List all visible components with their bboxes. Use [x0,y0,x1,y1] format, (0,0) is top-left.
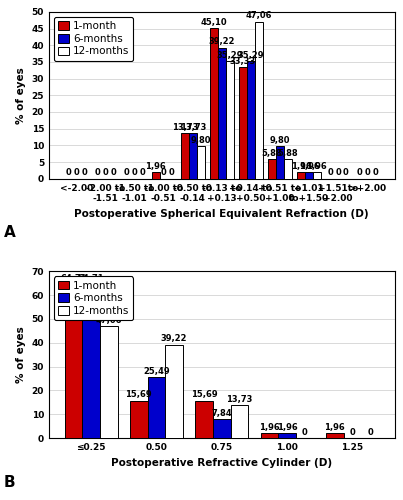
Text: 0: 0 [103,168,108,177]
Bar [189,133,197,179]
Bar [255,22,263,179]
Bar [130,401,147,438]
Text: 5,88: 5,88 [278,149,298,158]
Text: 45,10: 45,10 [201,18,227,27]
Y-axis label: % of eyes: % of eyes [16,67,26,124]
Bar [213,420,231,438]
Bar [181,133,189,179]
Text: 7,84: 7,84 [212,409,232,418]
Bar [268,159,276,179]
Legend: 1-month, 6-months, 12-months: 1-month, 6-months, 12-months [54,17,133,60]
Bar [64,284,82,438]
Text: 0: 0 [327,168,333,177]
Bar [147,378,165,438]
Text: 47,06: 47,06 [96,316,122,324]
Text: 35,29: 35,29 [238,50,264,59]
Text: 64,71: 64,71 [60,274,87,282]
X-axis label: Postoperative Spherical Equivalent Refraction (D): Postoperative Spherical Equivalent Refra… [75,208,369,218]
Text: 64,71: 64,71 [78,274,104,282]
Bar [239,68,247,179]
Bar [276,146,284,179]
Bar [297,172,305,179]
Text: 0: 0 [81,168,87,177]
Bar [313,172,321,179]
Text: 0: 0 [367,428,373,437]
X-axis label: Postoperative Refractive Cylinder (D): Postoperative Refractive Cylinder (D) [111,458,332,468]
Text: 13,73: 13,73 [226,395,253,404]
Text: 0: 0 [302,428,307,437]
Bar [152,172,160,179]
Text: 0: 0 [124,168,130,177]
Text: A: A [4,226,16,240]
Text: 39,22: 39,22 [161,334,187,344]
Text: 35,29: 35,29 [216,50,243,59]
Bar [226,61,234,179]
Text: 0: 0 [132,168,137,177]
Bar [195,401,213,438]
Text: B: B [4,475,16,490]
Bar [261,434,278,438]
Bar [82,284,100,438]
Bar [218,48,226,179]
Text: 0: 0 [66,168,71,177]
Text: 13,73: 13,73 [180,122,206,132]
Text: 0: 0 [74,168,79,177]
Text: 33,33: 33,33 [230,57,256,66]
Text: 15,69: 15,69 [191,390,218,400]
Text: 0: 0 [364,168,370,177]
Bar [247,61,255,179]
Bar [197,146,204,179]
Text: 0: 0 [356,168,362,177]
Text: 0: 0 [350,428,355,437]
Text: 1,96: 1,96 [299,162,320,171]
Text: 0: 0 [335,168,341,177]
Text: 0: 0 [161,168,166,177]
Text: 1,96: 1,96 [145,162,166,171]
Text: 1,96: 1,96 [307,162,327,171]
Bar [100,326,118,438]
Bar [210,28,218,179]
Text: 0: 0 [168,168,174,177]
Text: 0: 0 [110,168,116,177]
Bar [305,172,313,179]
Legend: 1-month, 6-months, 12-months: 1-month, 6-months, 12-months [54,276,133,320]
Text: 0: 0 [372,168,378,177]
Text: 0: 0 [343,168,349,177]
Text: 9,80: 9,80 [270,136,290,144]
Bar [278,434,296,438]
Y-axis label: % of eyes: % of eyes [16,326,26,383]
Text: 15,69: 15,69 [125,390,152,400]
Text: 0: 0 [95,168,100,177]
Text: 1,96: 1,96 [259,423,280,432]
Bar [284,159,292,179]
Text: 1,96: 1,96 [277,423,297,432]
Text: 13,73: 13,73 [172,122,198,132]
Text: 25,49: 25,49 [143,367,170,376]
Bar [326,434,344,438]
Text: 1,96: 1,96 [291,162,312,171]
Text: 39,22: 39,22 [208,38,235,46]
Bar [231,406,248,438]
Text: 0: 0 [139,168,145,177]
Text: 1,96: 1,96 [324,423,345,432]
Text: 5,88: 5,88 [262,149,283,158]
Text: 47,06: 47,06 [245,12,272,20]
Bar [165,344,183,438]
Text: 9,80: 9,80 [190,136,211,144]
